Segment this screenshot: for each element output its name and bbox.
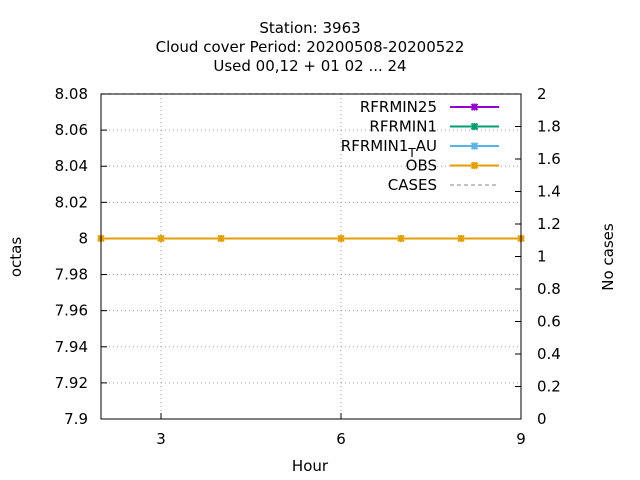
title-line-2: Cloud cover Period: 20200508-20200522 (156, 38, 465, 56)
grid (101, 94, 521, 419)
legend-marker-rfrmin1-tau-core (472, 144, 477, 148)
y2-tick-label: 1.6 (537, 150, 561, 168)
legend-label-obs: OBS (406, 157, 437, 175)
y2-tick-label: 0.8 (537, 280, 561, 298)
chart-title: Station: 3963 Cloud cover Period: 202005… (156, 19, 465, 75)
series-point-obs-core (459, 236, 463, 241)
y-tick-label: 8.08 (55, 85, 88, 103)
series-layer (97, 93, 525, 243)
y2-tick-label: 1.4 (537, 183, 561, 201)
y-axis-label: octas (7, 237, 25, 277)
y2-axis-label: No cases (599, 223, 617, 291)
y2-tick-label: 1 (537, 248, 547, 266)
series-point-obs-core (399, 236, 403, 241)
y-tick-label: 7.96 (55, 302, 88, 320)
y2-axis-ticks: 0 0.2 0.4 0.6 0.8 1 1.2 1.4 1.6 1.8 2 (515, 85, 561, 428)
y-tick-label: 8.02 (55, 193, 88, 211)
y2-tick-label: 0.6 (537, 313, 561, 331)
y2-tick-label: 0 (537, 410, 547, 428)
y-tick-label: 7.94 (55, 338, 88, 356)
x-axis-ticks: 3 6 9 (156, 413, 526, 448)
x-tick-label: 6 (336, 430, 346, 448)
y-tick-label: 7.98 (55, 266, 88, 284)
y-tick-label: 8 (78, 229, 88, 247)
y-tick-label: 7.9 (64, 410, 88, 428)
y2-tick-label: 0.4 (537, 345, 561, 363)
x-tick-label: 3 (156, 430, 166, 448)
legend-label-rfrmin1-tau: RFRMIN1TAU (341, 137, 437, 160)
y2-tick-label: 1.2 (537, 215, 561, 233)
title-line-3: Used 00,12 + 01 02 ... 24 (213, 57, 406, 75)
series-point-obs-core (339, 236, 343, 241)
title-line-1: Station: 3963 (259, 19, 360, 37)
y-axis-ticks: 7.9 7.92 7.94 7.96 7.98 8 8.02 8.04 8.06 8.08 (55, 85, 107, 428)
y-tick-label: 8.04 (55, 157, 88, 175)
y2-tick-label: 2 (537, 85, 547, 103)
x-tick-label: 9 (516, 430, 526, 448)
legend-marker-rfrmin25-core (472, 105, 477, 109)
series-point-obs-core (159, 236, 163, 241)
series-point-obs-core (219, 236, 223, 241)
y2-tick-label: 1.8 (537, 118, 561, 136)
legend-marker-rfrmin1-core (472, 124, 477, 129)
plot-frame (100, 93, 522, 420)
legend-label-cases: CASES (388, 176, 437, 194)
legend-label-rfrmin1: RFRMIN1 (369, 118, 437, 136)
x-axis-label: Hour (292, 457, 329, 475)
legend-marker-obs-core (472, 163, 477, 168)
y2-tick-label: 0.2 (537, 378, 561, 396)
y-tick-label: 8.06 (55, 121, 88, 139)
y-tick-label: 7.92 (55, 374, 88, 392)
legend-label-rfrmin25: RFRMIN25 (360, 98, 437, 116)
